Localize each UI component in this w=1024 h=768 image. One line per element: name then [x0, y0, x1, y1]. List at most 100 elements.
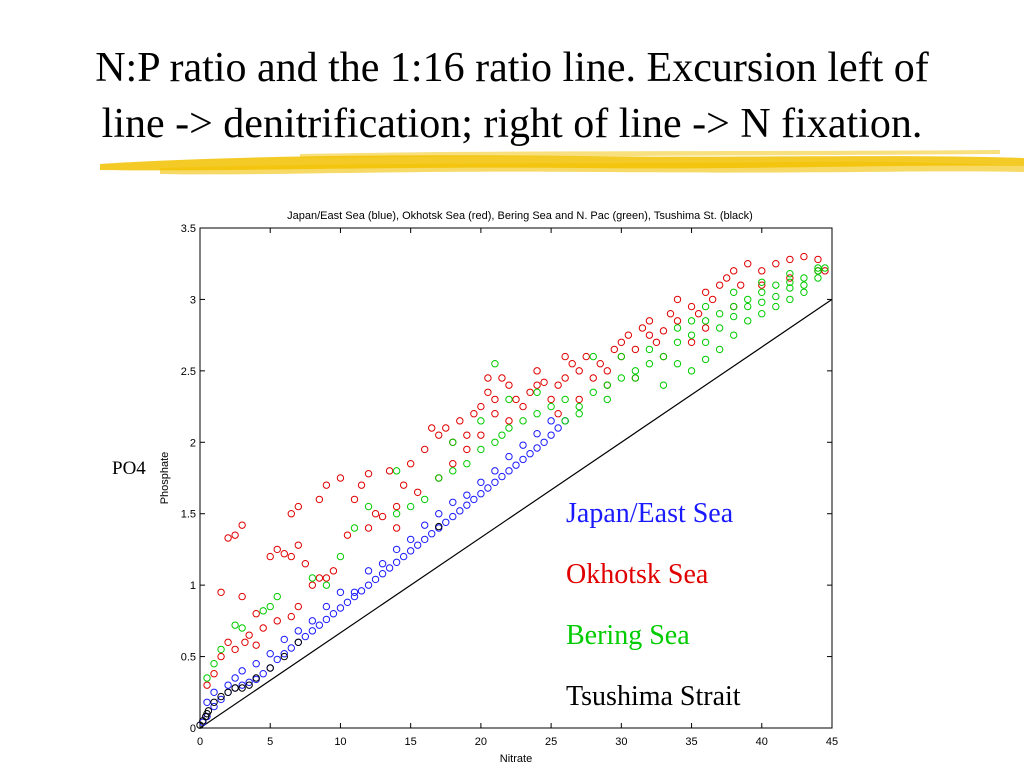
data-point — [477, 445, 485, 454]
data-point — [505, 467, 513, 475]
y-tick-label: 0.5 — [181, 652, 196, 664]
data-point — [526, 388, 534, 396]
data-point — [758, 281, 766, 289]
data-point — [638, 324, 647, 332]
data-point — [659, 327, 668, 335]
data-point — [343, 598, 352, 606]
data-point — [210, 698, 218, 706]
data-point — [589, 374, 597, 382]
data-point — [343, 531, 352, 539]
data-point — [701, 355, 710, 364]
data-point — [266, 664, 274, 672]
data-point — [744, 260, 752, 268]
data-point — [294, 541, 303, 549]
data-point — [252, 641, 260, 649]
x-tick-label: 0 — [197, 736, 203, 748]
data-point — [336, 604, 345, 612]
data-point — [617, 374, 626, 382]
data-point — [659, 381, 668, 389]
data-point — [800, 274, 808, 282]
data-point — [701, 317, 710, 325]
data-point — [561, 374, 569, 382]
y-tick-label: 1.5 — [181, 509, 196, 521]
title-underline-stroke — [100, 150, 1024, 175]
data-point — [715, 324, 724, 332]
data-point — [512, 395, 520, 404]
data-point — [519, 417, 527, 425]
data-point — [575, 395, 583, 404]
data-point — [238, 681, 246, 689]
y-tick-label: 1 — [190, 580, 196, 592]
data-point — [701, 288, 710, 296]
data-point — [673, 317, 682, 325]
x-tick-label: 25 — [545, 736, 557, 748]
data-point — [533, 410, 541, 418]
data-point — [238, 592, 246, 601]
data-point — [772, 292, 780, 301]
data-point — [364, 502, 373, 511]
data-point — [744, 295, 752, 304]
y-tick-label: 2 — [190, 437, 196, 449]
x-tick-label: 30 — [615, 736, 627, 748]
slide-title: N:P ratio and the 1:16 ratio line. Excur… — [0, 40, 1024, 152]
data-point — [729, 288, 738, 296]
legend-japan-east-sea: Japan/East Sea — [566, 498, 733, 530]
data-point — [294, 638, 303, 646]
data-point — [477, 417, 485, 425]
data-point — [266, 552, 274, 561]
legend-tsushima-strait: Tsushima Strait — [566, 681, 741, 713]
data-point — [449, 460, 457, 468]
data-point — [435, 431, 443, 439]
data-point — [231, 531, 239, 539]
data-point — [722, 274, 731, 282]
data-point — [666, 310, 675, 318]
data-point — [575, 410, 583, 418]
data-point — [231, 674, 239, 682]
data-point — [821, 267, 829, 275]
data-point — [526, 450, 534, 458]
data-point — [470, 495, 478, 504]
data-point — [652, 338, 661, 346]
data-point — [259, 670, 267, 678]
data-point — [350, 592, 359, 601]
data-point — [519, 441, 527, 449]
slide-title-line-1: N:P ratio and the 1:16 ratio line. Excur… — [95, 45, 929, 91]
data-point — [554, 424, 562, 432]
data-point — [561, 352, 569, 361]
data-point — [350, 495, 359, 504]
data-point — [449, 512, 457, 521]
series-2 — [203, 264, 829, 682]
data-point — [729, 312, 738, 321]
data-point — [357, 481, 366, 489]
data-point — [392, 502, 401, 511]
data-point — [519, 455, 527, 464]
data-point — [814, 264, 822, 272]
data-point — [217, 692, 225, 701]
data-point — [294, 502, 303, 511]
data-point — [456, 417, 464, 425]
legend-label: Tsushima Strait — [566, 681, 741, 712]
data-point — [442, 518, 450, 526]
data-point — [533, 430, 541, 438]
data-point — [484, 484, 492, 492]
data-point — [589, 352, 597, 361]
data-point — [273, 655, 281, 664]
series-3 — [196, 522, 443, 729]
data-point — [575, 402, 583, 411]
data-point — [238, 521, 246, 529]
data-point — [224, 681, 232, 689]
data-point — [533, 388, 541, 396]
data-point — [463, 491, 471, 499]
y-axis-label: Phosphate — [159, 452, 171, 505]
data-point — [435, 522, 443, 531]
slide-title-line-2: line -> denitrification; right of line -… — [101, 101, 923, 147]
data-point — [701, 338, 710, 346]
data-point — [687, 338, 696, 346]
plot-frame — [199, 227, 833, 729]
data-point — [463, 460, 471, 468]
y-tick-label: 3 — [190, 294, 196, 306]
data-point — [673, 295, 682, 304]
data-point — [505, 424, 513, 432]
x-tick-label: 40 — [756, 736, 768, 748]
x-axis-label: Nitrate — [500, 753, 532, 765]
